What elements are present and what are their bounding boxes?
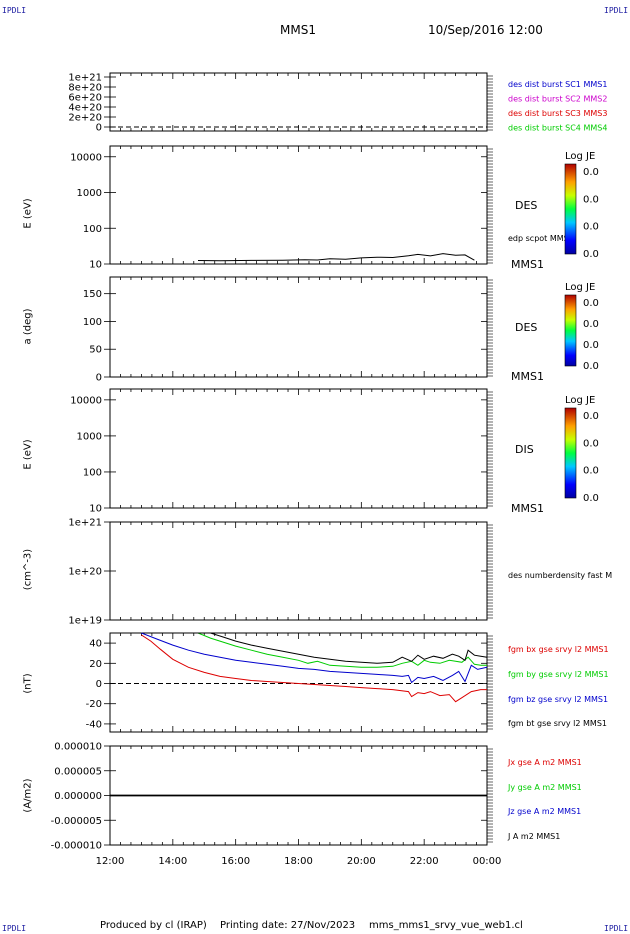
y-tick-label: 1e+21 [68,518,102,529]
y-tick-label: 0 [96,679,102,690]
colorbar-tick-label: 0.0 [583,361,599,372]
series-line [141,634,487,703]
colorbar-tick-label: 0.0 [583,298,599,309]
legend-burst-sc3: des dist burst SC3 MMS3 [508,109,607,118]
footer-produced-by: Produced by cl (IRAP) [100,920,207,931]
x-tick-label: 20:00 [347,856,376,867]
panel-frame [109,145,488,265]
y-tick-label: 50 [89,345,102,356]
colorbar-3 [564,407,577,499]
y-tick-label: -20 [86,699,102,710]
y-tick-label: 0 [96,123,102,134]
panel-label-dis: DIS [515,443,534,456]
y-tick-label: 100 [83,467,102,478]
y-tick-label: 2e+20 [68,113,102,124]
panel-frame [109,276,488,378]
y-tick-label: 8e+20 [68,83,102,94]
corner-label-top-right: IPDLI [604,6,629,15]
y-tick-label: 4e+20 [68,103,102,114]
x-tick-label: 22:00 [410,856,439,867]
panel-spacecraft-label: MMS1 [511,258,544,271]
x-tick-label: 12:00 [96,856,125,867]
series-line [141,632,488,684]
y-tick-label: 0 [96,373,102,384]
y-tick-label: 10000 [70,152,102,163]
y-tick-label: 40 [89,639,102,650]
panel-frame [109,632,488,733]
colorbar-title: Log JE [565,151,595,162]
legend-fgm-0: fgm bx gse srvy l2 MMS1 [508,645,609,654]
colorbar-tick-label: 0.0 [583,319,599,330]
legend-numberdensity: des numberdensity fast M [508,571,612,580]
legend-edp-scpot: edp scpot MMS1 [508,234,574,243]
legend-burst-sc1: des dist burst SC1 MMS1 [508,80,607,89]
panel-frame [109,521,488,621]
series-line [197,253,475,262]
colorbar-tick-label: 0.0 [583,493,599,504]
y-tick-label: 1000 [77,431,102,442]
legend-burst-sc2: des dist burst SC2 MMS2 [508,95,607,104]
y-tick-label: 1e+19 [68,616,102,627]
y-tick-label: -0.000010 [51,841,102,852]
footer-filename: mms_mms1_srvy_vue_web1.cl [369,920,523,931]
colorbar-tick-label: 0.0 [583,194,599,205]
x-tick-label: 16:00 [221,856,250,867]
series-line [198,632,488,664]
spacecraft-title: MMS1 [280,23,316,37]
legend-current-2: Jz gse A m2 MMS1 [507,807,581,816]
y-tick-label: 1000 [77,188,102,199]
y-tick-label: 10000 [70,395,102,406]
legend-current-0: Jx gse A m2 MMS1 [507,758,582,767]
y-tick-label: 10 [89,260,102,271]
panel-frame [109,72,488,132]
colorbar-1 [564,163,577,255]
colorbar-tick-label: 0.0 [583,438,599,449]
x-tick-label: 18:00 [284,856,313,867]
y-tick-label: 1e+20 [68,567,102,578]
footer-printing-date: Printing date: 27/Nov/2023 [220,920,356,931]
y-tick-label: 100 [83,224,102,235]
panel-label-des: DES [515,199,537,212]
colorbar-tick-label: 0.0 [583,249,599,260]
y-tick-label: 150 [83,289,102,300]
x-tick-label: 00:00 [473,856,502,867]
y-tick-label: 0.000000 [54,791,102,802]
panel-frame [109,388,488,509]
y-tick-label: 1e+21 [68,73,102,84]
x-tick-label: 14:00 [158,856,187,867]
y-tick-label: 20 [89,659,102,670]
colorbar-2 [564,294,577,367]
corner-label-top-left: IPDLI [2,6,27,15]
legend-fgm-2: fgm bz gse srvy l2 MMS1 [508,695,608,704]
colorbar-title: Log JE [565,395,595,406]
colorbar-tick-label: 0.0 [583,222,599,233]
y-tick-label: -0.000005 [51,816,102,827]
y-tick-label: -40 [86,719,102,730]
datetime-title: 10/Sep/2016 12:00 [428,23,543,37]
colorbar-tick-label: 0.0 [583,411,599,422]
y-tick-label: 0.000005 [54,766,102,777]
colorbar-title: Log JE [565,282,595,293]
colorbar-tick-label: 0.0 [583,167,599,178]
panel-spacecraft-label: MMS1 [511,370,544,383]
y-tick-label: 100 [83,317,102,328]
colorbar-tick-label: 0.0 [583,340,599,351]
corner-label-bottom-right: IPDLI [604,924,629,933]
y-tick-label: 0.000010 [54,742,102,753]
panel-label-des: DES [515,321,537,334]
y-tick-label: 10 [89,504,102,515]
legend-fgm-1: fgm by gse srvy l2 MMS1 [508,670,609,679]
colorbar-tick-label: 0.0 [583,466,599,477]
panel-spacecraft-label: MMS1 [511,502,544,515]
legend-burst-sc4: des dist burst SC4 MMS4 [508,124,607,133]
legend-fgm-3: fgm bt gse srvy l2 MMS1 [508,719,607,728]
corner-label-bottom-left: IPDLI [2,924,27,933]
legend-current-1: Jy gse A m2 MMS1 [507,783,582,792]
series-line [197,632,487,668]
y-tick-label: 6e+20 [68,93,102,104]
legend-current-3: J A m2 MMS1 [507,832,560,841]
